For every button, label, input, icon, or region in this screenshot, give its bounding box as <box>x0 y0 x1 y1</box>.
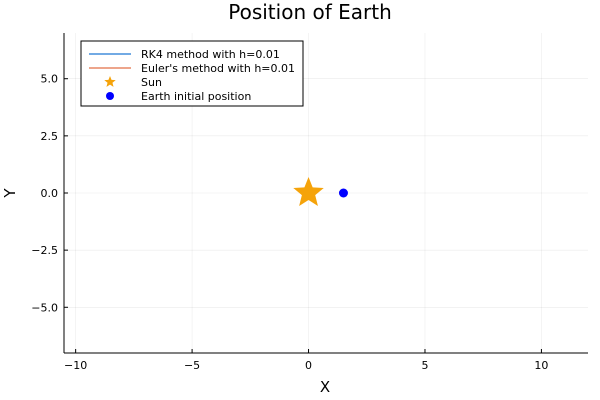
legend-label: RK4 method with h=0.01 <box>141 48 280 61</box>
y-tick-label: −5.0 <box>31 301 58 314</box>
x-tick-label: 10 <box>534 359 548 372</box>
legend-swatch-star <box>104 76 116 87</box>
legend-box <box>80 40 304 107</box>
chart-title: Position of Earth <box>228 0 392 24</box>
legend-label: Euler's method with h=0.01 <box>141 62 295 75</box>
legend-label: Earth initial position <box>141 90 251 103</box>
y-tick-label: −2.5 <box>31 244 58 257</box>
y-tick-label: 2.5 <box>41 130 59 143</box>
earth-initial-position-marker <box>338 188 348 198</box>
legend-swatch-circle <box>106 92 114 100</box>
sun-marker <box>293 177 324 206</box>
y-tick-label: 5.0 <box>41 73 59 86</box>
x-tick-label: −5 <box>184 359 200 372</box>
x-tick-label: 5 <box>421 359 428 372</box>
x-tick-label: 0 <box>305 359 312 372</box>
x-tick-label: −10 <box>64 359 87 372</box>
y-tick-label: 0.0 <box>41 187 59 200</box>
x-axis-title: X <box>320 378 330 396</box>
legend-label: Sun <box>141 76 162 89</box>
ticks: −10 −5 0 5 10 −5.0 −2.5 0.0 2.5 5.0 <box>31 73 548 372</box>
y-axis-title: Y <box>1 188 19 199</box>
data-marks <box>293 177 348 206</box>
